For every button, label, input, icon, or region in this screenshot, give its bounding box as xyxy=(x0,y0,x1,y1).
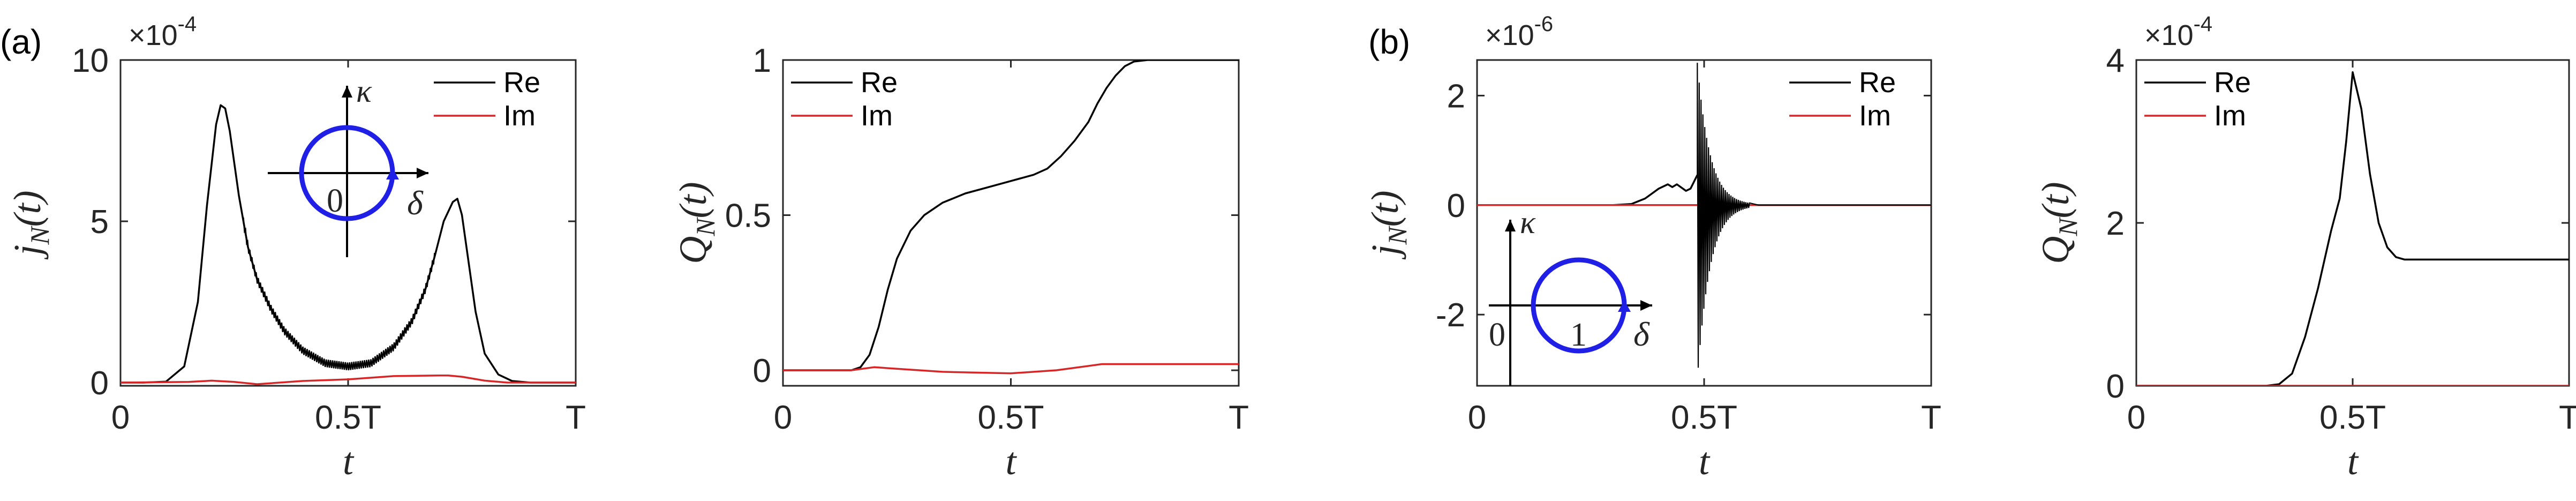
x-tick-label: T xyxy=(2559,399,2576,436)
x-tick-label: 0 xyxy=(774,399,792,436)
series-line-re xyxy=(783,60,1239,371)
x-axis-label: t xyxy=(1699,440,1711,483)
axis-multiplier: ×10-6 xyxy=(1485,12,1553,51)
y-axis-label: QN(t) xyxy=(672,182,720,264)
inset-center-label: 0 xyxy=(327,183,343,219)
axis-multiplier: ×10-4 xyxy=(129,12,197,51)
x-tick-label: 0.5T xyxy=(1671,399,1737,436)
y-tick-label: 10 xyxy=(72,42,109,79)
y-tick-label: 0.5 xyxy=(725,198,771,235)
y-axis-label: jN(t) xyxy=(6,190,55,259)
y-tick-label: 2 xyxy=(2106,205,2125,242)
x-tick-label: 0 xyxy=(2127,399,2145,436)
series-line-im xyxy=(120,374,576,385)
inset-h-arrow xyxy=(417,168,428,178)
series-line-re-oscillation xyxy=(1697,63,1931,368)
inset-delta-label: δ xyxy=(407,184,424,222)
inset-v-arrow xyxy=(342,86,352,98)
x-axis-label: t xyxy=(343,440,355,483)
inset-circle-arrow xyxy=(1618,300,1631,312)
y-tick-label: 0 xyxy=(2106,368,2125,405)
plot-area xyxy=(1477,63,1931,368)
y-tick-label: -2 xyxy=(1436,297,1465,334)
axes-box xyxy=(782,59,1240,387)
inset-circle-arrow xyxy=(386,168,399,180)
y-tick-label: 0 xyxy=(91,365,109,402)
legend-label-re: Re xyxy=(503,66,540,99)
y-axis-label: jN(t) xyxy=(1364,190,1412,259)
x-tick-label: 0 xyxy=(1468,399,1486,436)
x-tick-label: T xyxy=(1229,399,1249,436)
legend-label-re: Re xyxy=(1859,66,1896,99)
inset-h-arrow xyxy=(1640,300,1652,311)
inset-diagram: κ δ 0 xyxy=(268,73,428,257)
y-tick-label: 1 xyxy=(753,42,771,79)
y-tick-label: 0 xyxy=(753,353,771,390)
legend-label-re: Re xyxy=(861,66,898,99)
y-axis-label: QN(t) xyxy=(2034,182,2083,264)
panel-label-a: (a) xyxy=(0,23,42,61)
legend-label-im: Im xyxy=(1859,100,1891,132)
plot-area xyxy=(783,60,1239,375)
x-tick-label: 0 xyxy=(111,399,130,436)
y-tick-label: 2 xyxy=(1447,78,1465,115)
series-line-re xyxy=(2136,71,2569,386)
legend-label-im: Im xyxy=(2214,100,2246,132)
svg-text:jN(t): jN(t) xyxy=(6,190,55,259)
inset-origin-label: 0 xyxy=(1489,317,1505,353)
inset-center-label: 1 xyxy=(1570,317,1587,353)
panel-label-b: (b) xyxy=(1368,23,1410,61)
series-line-re xyxy=(1477,174,1698,206)
inset-kappa-label: κ xyxy=(356,73,372,109)
inset-v-arrow xyxy=(1505,220,1516,231)
inset-kappa-label: κ xyxy=(1520,205,1536,240)
x-axis-label: t xyxy=(2347,440,2359,483)
svg-text:QN(t): QN(t) xyxy=(672,182,720,264)
plot-area xyxy=(2136,71,2569,386)
plot-area xyxy=(120,104,576,385)
oscillation-texture xyxy=(243,217,435,371)
y-tick-label: 0 xyxy=(1447,188,1465,225)
y-tick-label: 5 xyxy=(91,204,109,241)
x-tick-label: T xyxy=(566,399,586,436)
x-tick-label: T xyxy=(1921,399,1941,436)
legend-label-re: Re xyxy=(2214,66,2251,99)
inset-diagram: κ δ 0 1 xyxy=(1489,205,1652,386)
inset-delta-label: δ xyxy=(1633,315,1650,353)
series-line-im xyxy=(783,363,1239,375)
legend-label-im: Im xyxy=(503,100,536,132)
svg-text:jN(t): jN(t) xyxy=(1364,190,1412,259)
svg-text:QN(t): QN(t) xyxy=(2034,182,2083,264)
axes-box xyxy=(2135,59,2570,387)
x-axis-label: t xyxy=(1005,440,1017,483)
y-tick-label: 4 xyxy=(2106,42,2125,79)
legend-label-im: Im xyxy=(861,100,893,132)
x-tick-label: 0.5T xyxy=(977,399,1044,436)
x-tick-label: 0.5T xyxy=(315,399,381,436)
x-tick-label: 0.5T xyxy=(2319,399,2386,436)
axis-multiplier: ×10-4 xyxy=(2144,12,2212,51)
